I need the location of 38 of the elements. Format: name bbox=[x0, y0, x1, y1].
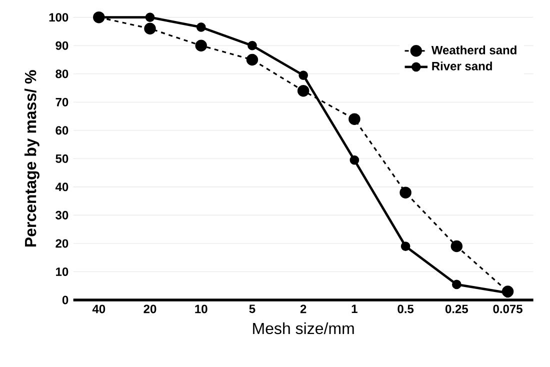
y-tick-label: 10 bbox=[56, 268, 68, 276]
x-tick-label: 1 bbox=[352, 304, 358, 314]
y-tick-label: 40 bbox=[55, 182, 68, 192]
point bbox=[400, 242, 410, 252]
point bbox=[298, 70, 308, 80]
x-tick-label: 20 bbox=[144, 304, 156, 314]
x-tick-label: 5 bbox=[249, 304, 256, 314]
point bbox=[196, 22, 206, 32]
x-axis-title: Mesh size/mm bbox=[253, 322, 354, 334]
point bbox=[248, 41, 257, 50]
x-tick-label: 10 bbox=[195, 304, 208, 314]
legend-label: Weatherd sand bbox=[431, 46, 516, 55]
x-tick-label: 0.075 bbox=[493, 304, 522, 314]
point bbox=[246, 54, 258, 66]
point bbox=[195, 40, 207, 52]
legend-label: River sand bbox=[432, 62, 492, 71]
point bbox=[144, 22, 156, 35]
point bbox=[348, 113, 360, 126]
y-tick-label: 80 bbox=[56, 70, 68, 78]
y-tick-label: 60 bbox=[56, 126, 68, 135]
x-tick-label: 2 bbox=[300, 304, 306, 314]
point bbox=[400, 186, 412, 199]
x-tick-label: 40 bbox=[92, 304, 106, 314]
x-tick-label: 0.5 bbox=[398, 304, 414, 314]
y-tick-label: 30 bbox=[56, 211, 68, 220]
y-tick-label: 0 bbox=[62, 296, 68, 304]
y-axis-title: Percentage by mass/ % bbox=[24, 70, 40, 247]
point bbox=[297, 85, 310, 97]
y-tick-label: 70 bbox=[56, 98, 68, 107]
y-tick-label: 20 bbox=[56, 239, 68, 248]
y-tick-label: 50 bbox=[56, 154, 68, 164]
point bbox=[350, 156, 360, 165]
point bbox=[145, 12, 155, 22]
point bbox=[450, 240, 463, 252]
y-tick-label: 100 bbox=[49, 13, 68, 22]
y-tick-label: 90 bbox=[56, 42, 68, 50]
x-tick-label: 0.25 bbox=[445, 304, 468, 314]
point bbox=[452, 280, 462, 290]
